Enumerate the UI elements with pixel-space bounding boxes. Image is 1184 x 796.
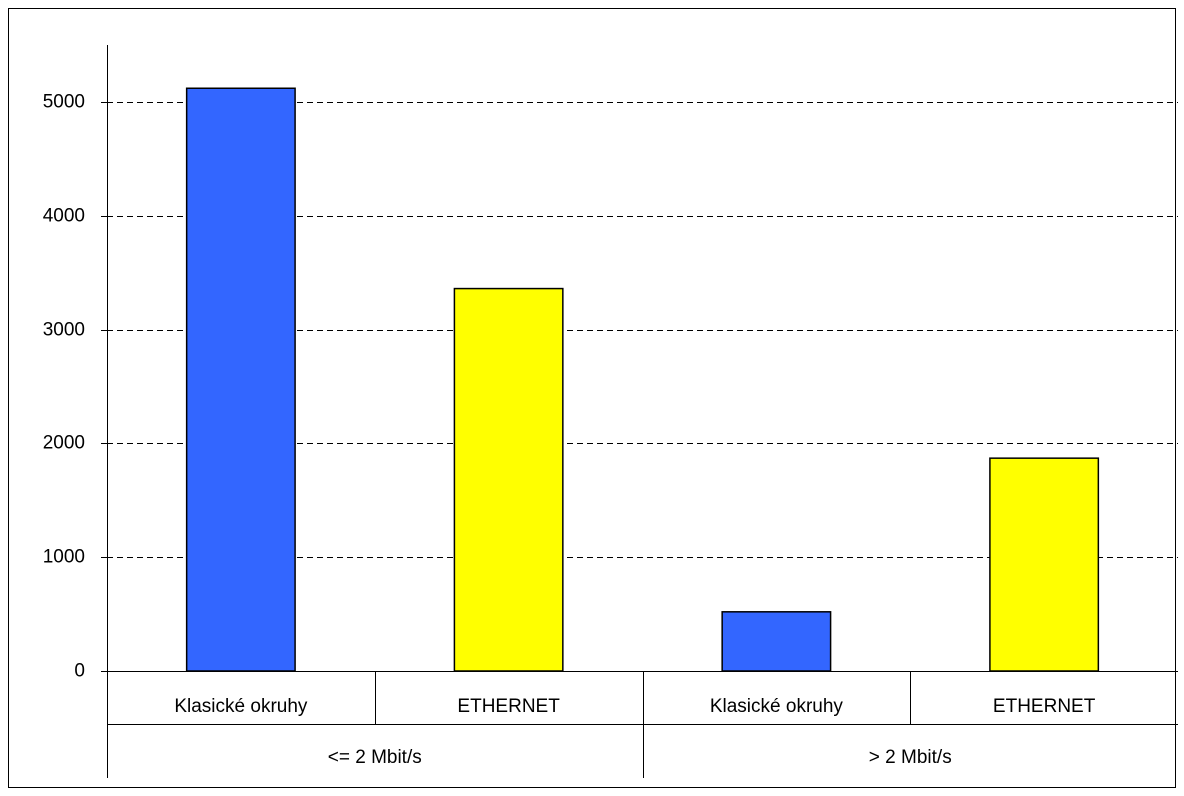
bar (453, 287, 564, 672)
group-label: > 2 Mbit/s (869, 747, 952, 768)
bars (185, 87, 1100, 672)
y-tick-label: 1000 (43, 547, 85, 568)
bar (185, 87, 296, 672)
y-tick-label: 0 (74, 661, 85, 682)
y-tick-label: 5000 (43, 92, 85, 113)
labels: 0 1000 2000 3000 4000 5000 Klasické okruhy ETHE… (43, 92, 1096, 769)
bar (989, 457, 1100, 672)
group-label: <= 2 Mbit/s (328, 747, 422, 768)
y-tick-label: 4000 (43, 206, 85, 227)
category-label: Klasické okruhy (174, 696, 308, 717)
category-label: ETHERNET (993, 696, 1096, 717)
y-tick-label: 3000 (43, 320, 85, 341)
category-label: Klasické okruhy (710, 696, 844, 717)
bar (721, 611, 832, 672)
category-label: ETHERNET (457, 696, 560, 717)
y-tick-label: 2000 (43, 433, 85, 454)
axes (101, 45, 1178, 778)
